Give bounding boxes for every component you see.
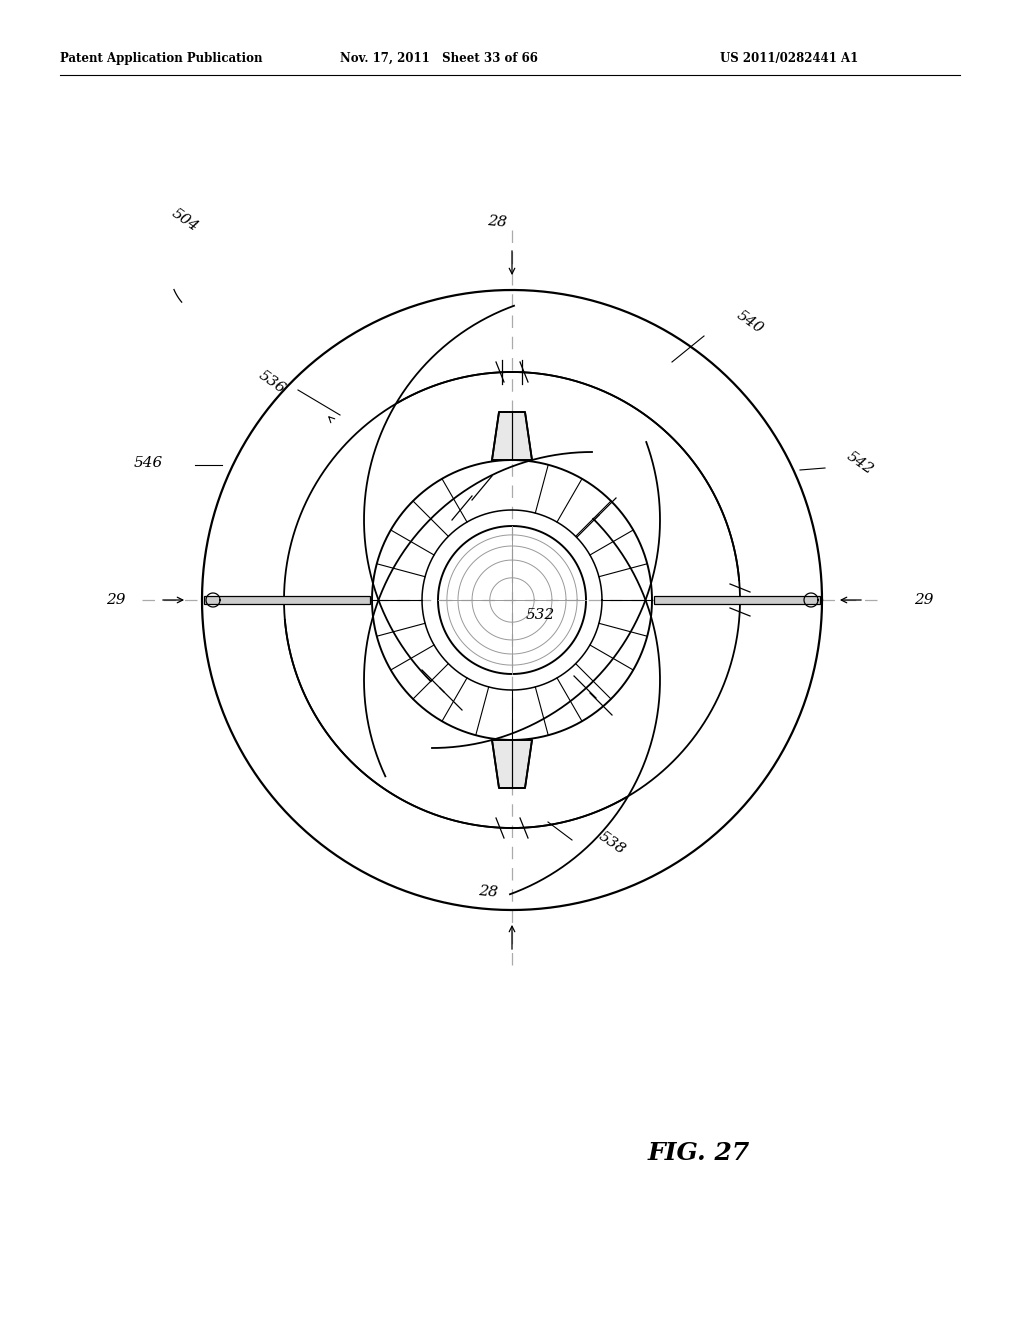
Bar bbox=[204, 597, 370, 605]
Text: 28: 28 bbox=[486, 214, 507, 230]
Polygon shape bbox=[492, 412, 532, 459]
Text: 29: 29 bbox=[106, 593, 126, 607]
Text: Patent Application Publication: Patent Application Publication bbox=[60, 51, 262, 65]
Text: 504: 504 bbox=[169, 206, 201, 234]
Text: FIG. 27: FIG. 27 bbox=[648, 1140, 751, 1166]
Text: 29: 29 bbox=[914, 593, 934, 607]
Text: 542: 542 bbox=[844, 449, 876, 477]
Text: 546: 546 bbox=[133, 455, 163, 470]
Text: 538: 538 bbox=[596, 829, 628, 857]
Text: US 2011/0282441 A1: US 2011/0282441 A1 bbox=[720, 51, 858, 65]
Polygon shape bbox=[492, 741, 532, 788]
Text: Nov. 17, 2011   Sheet 33 of 66: Nov. 17, 2011 Sheet 33 of 66 bbox=[340, 51, 538, 65]
Text: 532: 532 bbox=[525, 609, 555, 622]
Bar bbox=[654, 597, 820, 605]
Text: 540: 540 bbox=[734, 308, 766, 337]
Text: 28: 28 bbox=[477, 884, 499, 900]
Text: 536: 536 bbox=[256, 368, 288, 396]
